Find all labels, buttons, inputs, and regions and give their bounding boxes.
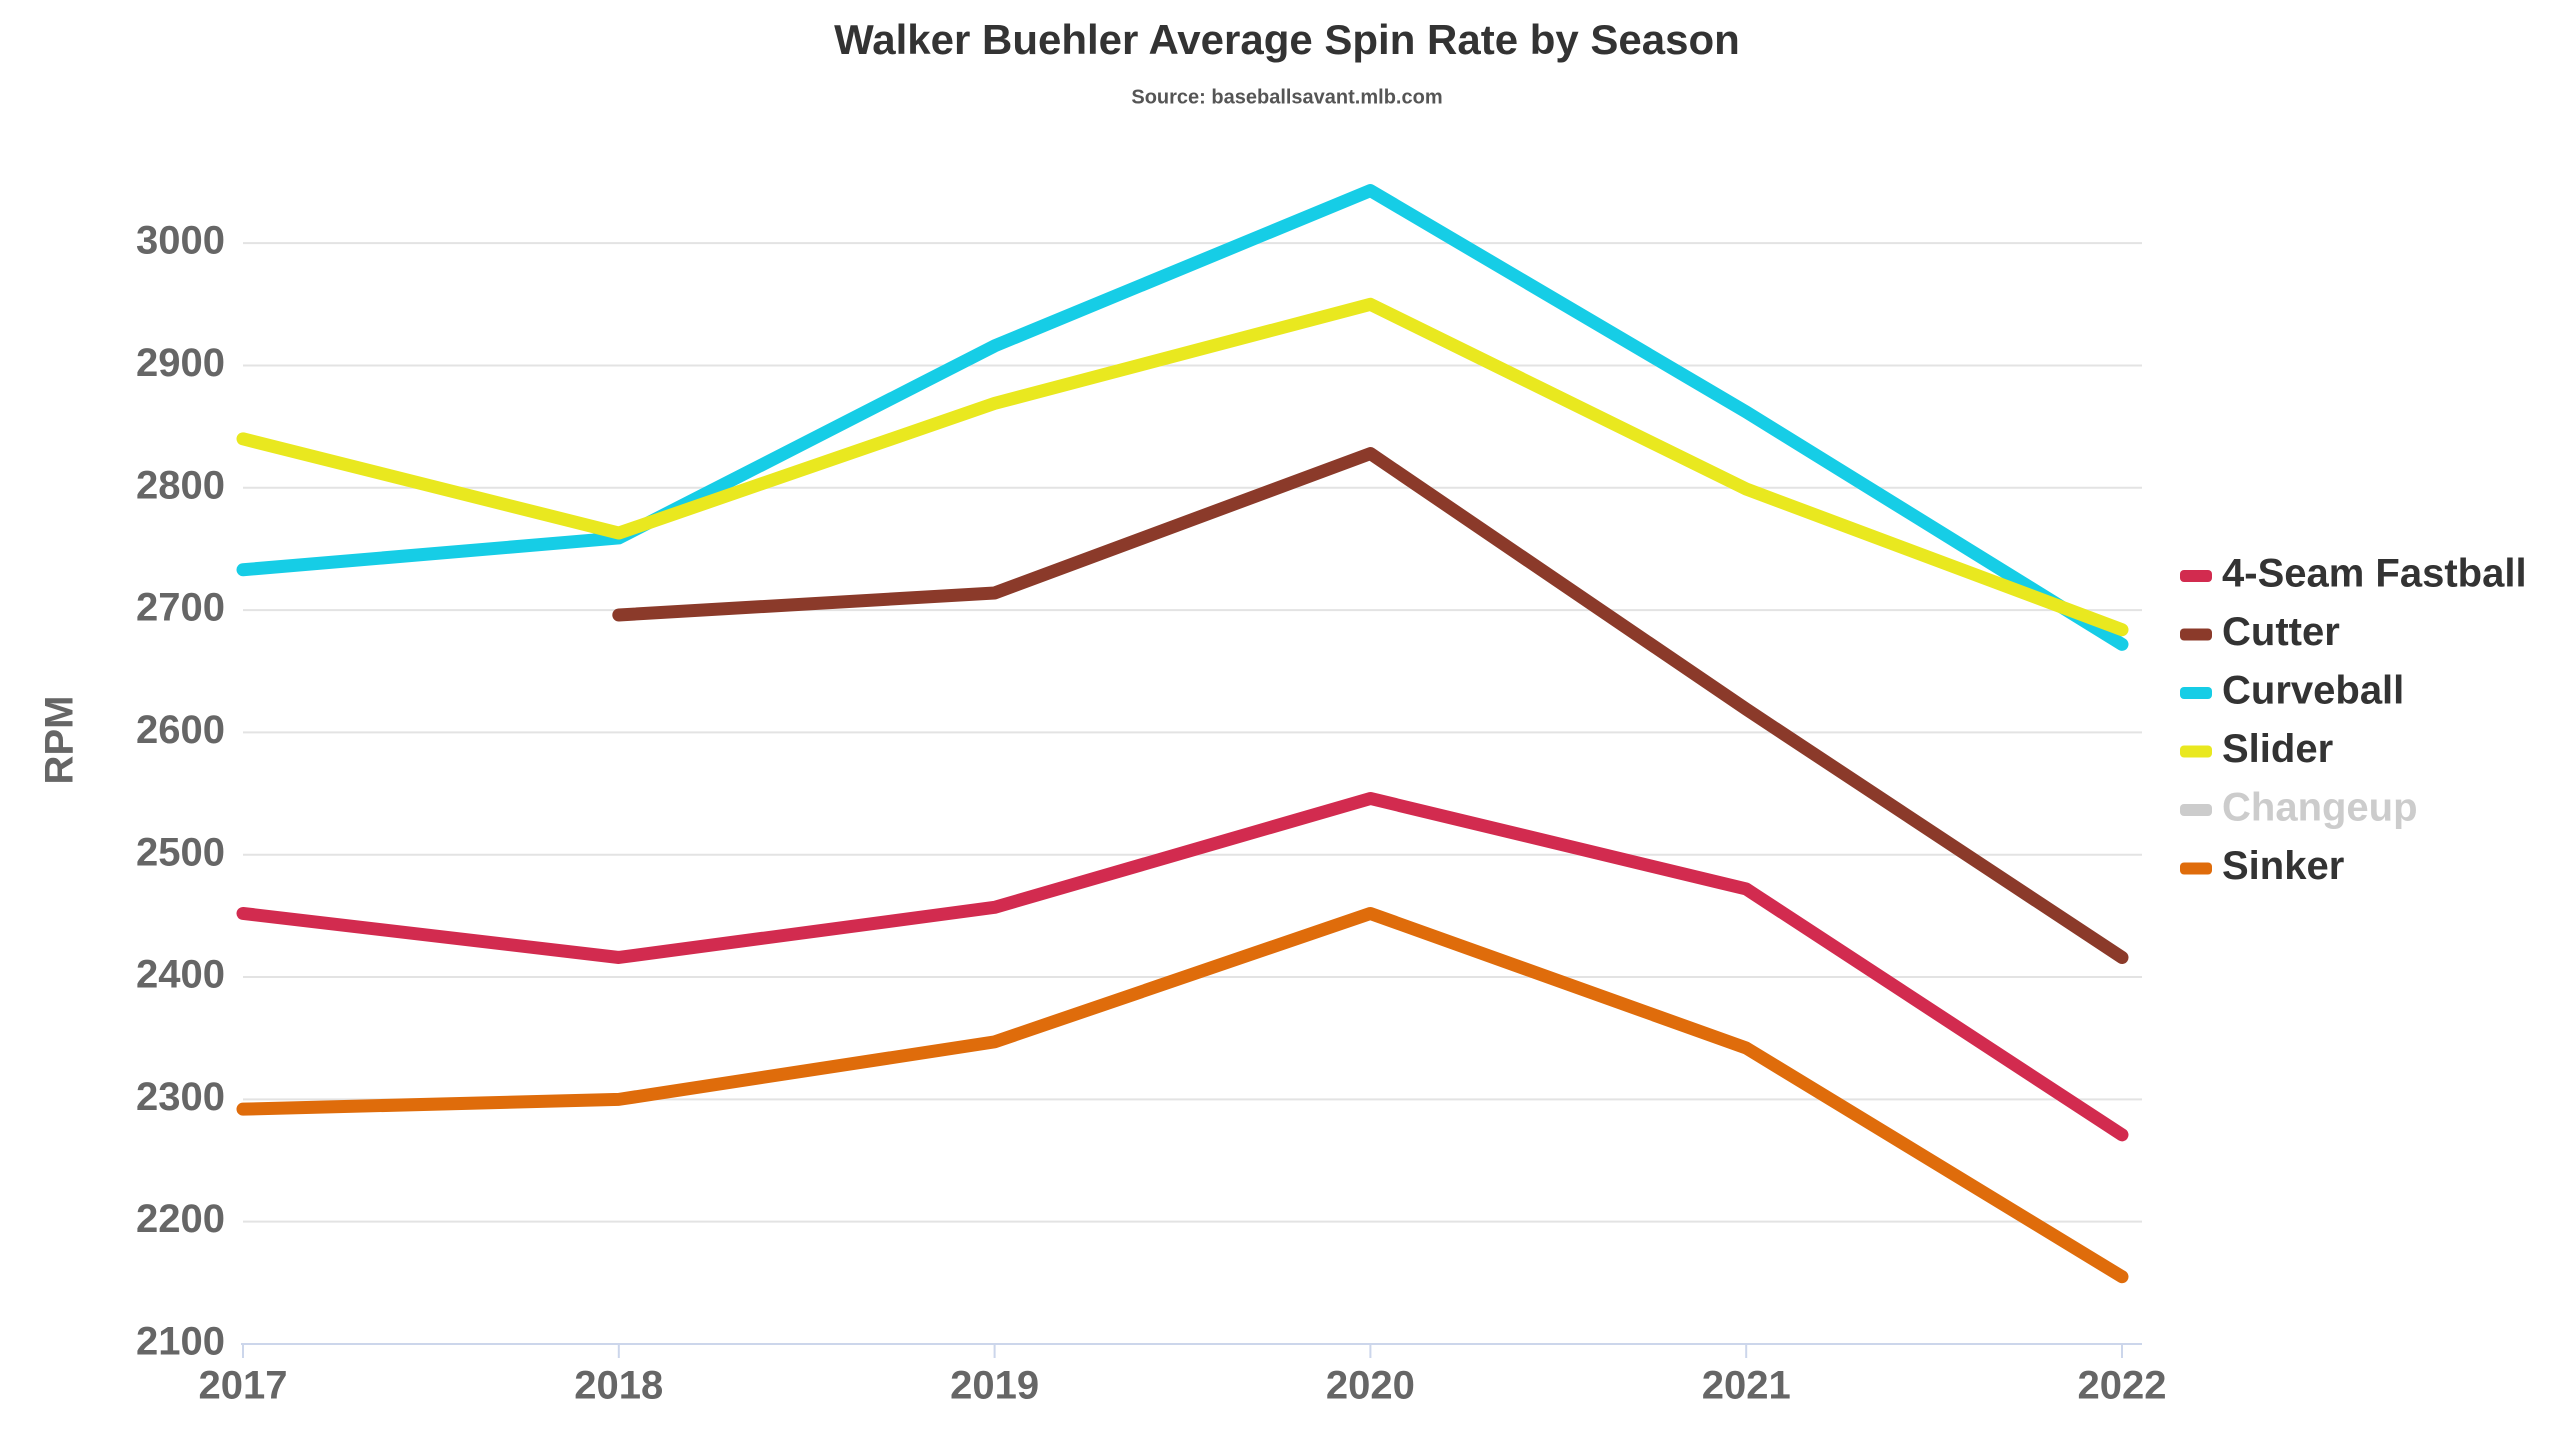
legend-label: Slider — [2222, 727, 2333, 771]
y-tick-label: 3000 — [136, 219, 225, 263]
x-tick-label: 2019 — [950, 1364, 1039, 1408]
legend-label: Cutter — [2222, 610, 2340, 654]
series-line — [236, 906, 2129, 1284]
x-tick-label: 2017 — [199, 1364, 288, 1408]
y-tick-label: 2100 — [136, 1320, 225, 1364]
legend-swatch — [2180, 804, 2212, 816]
x-tick-label: 2020 — [1326, 1364, 1415, 1408]
series-line — [236, 791, 2129, 1142]
y-tick-label: 2900 — [136, 341, 225, 385]
y-tick-label: 2600 — [136, 708, 225, 752]
legend-label: 4-Seam Fastball — [2222, 552, 2527, 596]
y-tick-label: 2300 — [136, 1075, 225, 1119]
legend-label: Changeup — [2222, 786, 2418, 830]
y-tick-label: 2500 — [136, 830, 225, 874]
x-tick-label: 2021 — [1702, 1364, 1791, 1408]
legend-swatch — [2180, 745, 2212, 758]
y-axis-label: RPM — [38, 696, 82, 785]
chart-title: Walker Buehler Average Spin Rate by Seas… — [834, 16, 1740, 63]
legend-swatch — [2180, 687, 2212, 699]
legend-label: Sinker — [2222, 844, 2344, 888]
legend-label: Curveball — [2222, 669, 2404, 713]
y-tick-label: 2700 — [136, 586, 225, 630]
chart-subtitle: Source: baseballsavant.mlb.com — [1131, 86, 1442, 108]
legend-swatch — [2180, 570, 2212, 582]
series-line — [236, 297, 2129, 637]
y-tick-label: 2200 — [136, 1197, 225, 1241]
y-tick-label: 2400 — [136, 953, 225, 997]
legend-swatch — [2180, 862, 2212, 875]
legend-swatch — [2180, 628, 2212, 641]
series-line — [236, 184, 2129, 651]
x-tick-label: 2022 — [2078, 1364, 2167, 1408]
series-line — [612, 447, 2129, 964]
x-tick-label: 2018 — [574, 1364, 663, 1408]
y-tick-label: 2800 — [136, 463, 225, 507]
